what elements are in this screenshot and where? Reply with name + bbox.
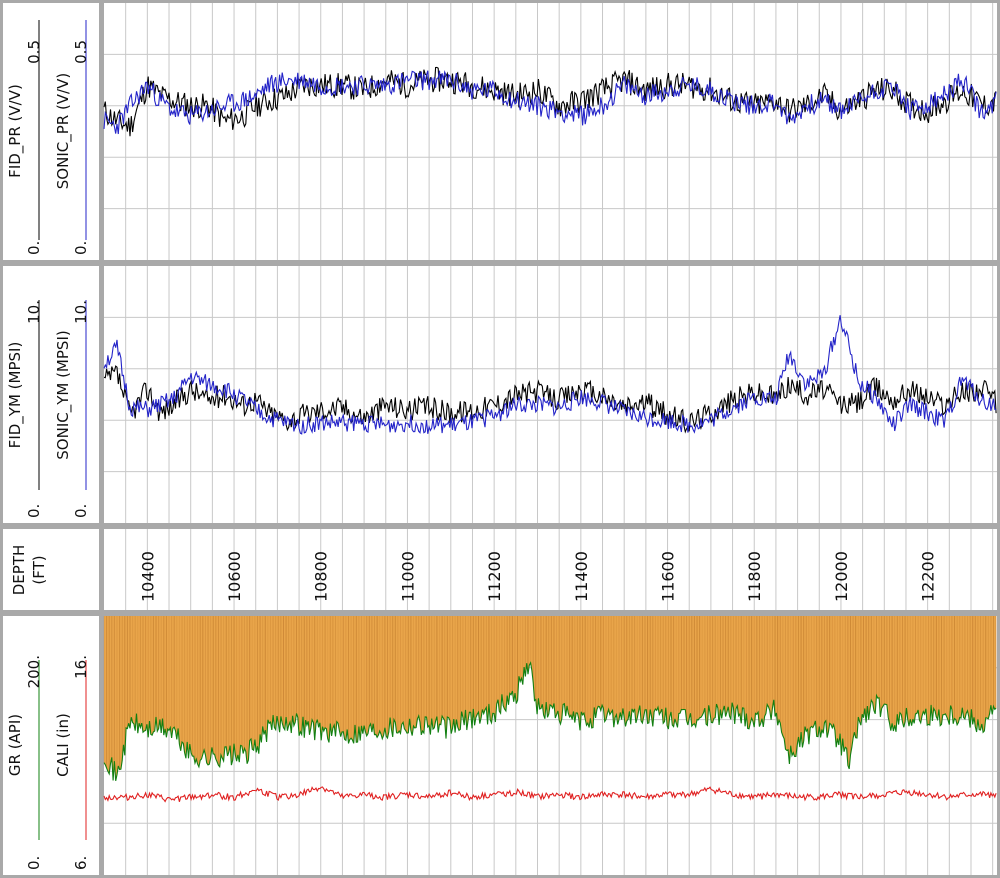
depth-tick-label: 12000	[832, 551, 851, 602]
pr-header-panel	[3, 3, 99, 260]
gr-curve	[103, 661, 997, 782]
depth-tick-label: 11600	[659, 551, 678, 602]
cali-label: CALI (in)	[54, 713, 72, 777]
cali-max: 16.	[72, 655, 90, 679]
sonic-pr-min: 0.	[72, 241, 90, 255]
gr-fill-polygon	[104, 616, 997, 781]
depth-header-panel	[3, 529, 99, 610]
cali-curve	[103, 786, 997, 803]
sonic-ym-curve	[103, 315, 997, 435]
sonic-ym-max: 10.	[72, 300, 90, 324]
gr-header-panel	[3, 616, 99, 875]
sonic-ym-min: 0.	[72, 504, 90, 518]
gr-min: 0.	[25, 856, 43, 870]
fid-pr-curve	[103, 66, 997, 137]
depth-label: DEPTH	[10, 545, 28, 596]
fid-ym-min: 0.	[25, 504, 43, 518]
fid-pr-label: FID_PR (V/V)	[6, 84, 25, 178]
gr-fill-area	[103, 616, 997, 781]
gr-label: GR (API)	[6, 714, 24, 776]
cali-min: 6.	[72, 856, 90, 870]
depth-tick-label: 11400	[572, 551, 591, 602]
fid-ym-max: 10.	[25, 300, 43, 324]
fid-pr-max: 0.5	[25, 40, 43, 64]
depth-track	[104, 529, 997, 610]
gr-max: 200.	[25, 655, 43, 688]
depth-tick-label: 10800	[312, 551, 331, 602]
pr-track	[104, 3, 997, 260]
depth-tick-label: 11800	[745, 551, 764, 602]
depth-tick-label: 10600	[225, 551, 244, 602]
depth-unit: (FT)	[30, 555, 48, 584]
sonic-pr-curve	[103, 70, 997, 135]
log-curves	[103, 66, 997, 803]
fid-ym-label: FID_YM (MPSI)	[6, 342, 25, 449]
fid-ym-curve	[103, 365, 997, 434]
sonic-ym-label: SONIC_YM (MPSI)	[54, 330, 73, 459]
sonic-pr-max: 0.5	[72, 40, 90, 64]
depth-tick-label: 12200	[919, 551, 938, 602]
depth-tick-labels: 10400 10600 10800 11000 11200 11400 11600 11800…	[138, 551, 937, 602]
depth-tick-label: 11000	[398, 551, 417, 602]
sonic-pr-label: SONIC_PR (V/V)	[54, 73, 73, 189]
ym-header-panel	[3, 266, 99, 523]
depth-tick-label: 11200	[485, 551, 504, 602]
fid-pr-min: 0.	[25, 241, 43, 255]
depth-tick-label: 10400	[138, 551, 157, 602]
